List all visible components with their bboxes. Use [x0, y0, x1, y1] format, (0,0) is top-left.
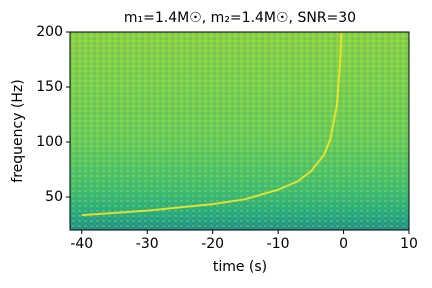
y-tick-label: 200 [36, 24, 63, 40]
x-tick-label: -30 [136, 236, 159, 252]
x-tick-label: 0 [339, 236, 348, 252]
y-tick-label: 50 [45, 189, 63, 205]
y-tick-label: 150 [36, 79, 63, 95]
y-axis-label: frequency (Hz) [10, 79, 26, 182]
x-tick-label: 10 [400, 236, 418, 252]
x-axis-label: time (s) [213, 259, 267, 275]
axes-frame [69, 31, 410, 231]
y-tick-label: 100 [36, 134, 63, 150]
x-tick-label: -20 [201, 236, 224, 252]
plot-area [81, 33, 343, 217]
spectrogram-noise [70, 32, 409, 230]
chirp-track [81, 33, 343, 217]
chart-title: m₁=1.4M☉, m₂=1.4M☉, SNR=30 [124, 10, 356, 26]
x-tick-label: -10 [267, 236, 290, 252]
x-tick-label: -40 [70, 236, 93, 252]
